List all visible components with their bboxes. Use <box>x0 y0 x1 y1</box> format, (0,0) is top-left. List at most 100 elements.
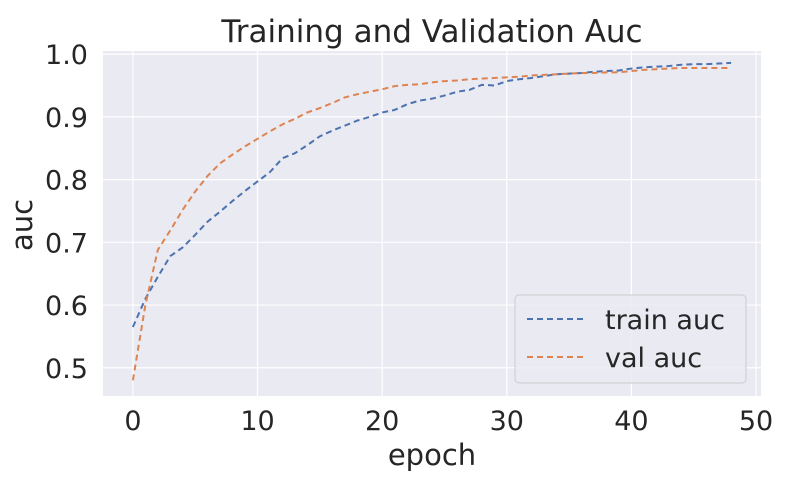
data-point <box>307 112 309 114</box>
data-point <box>631 70 633 72</box>
data-point <box>269 171 271 173</box>
data-point <box>506 77 508 79</box>
data-point <box>219 211 221 213</box>
data-point <box>157 249 159 251</box>
y-tick-label: 0.9 <box>45 103 88 134</box>
data-point <box>356 120 358 122</box>
y-tick-label: 0.5 <box>45 354 88 385</box>
data-point <box>369 116 371 118</box>
data-point <box>718 63 720 65</box>
x-axis: 0 10 20 30 40 50 <box>124 406 773 437</box>
data-point <box>257 181 259 183</box>
x-tick-label: 0 <box>124 406 141 437</box>
data-point <box>444 80 446 82</box>
legend: train auc val auc <box>514 294 747 384</box>
data-point <box>456 91 458 93</box>
data-point <box>132 326 134 328</box>
data-point <box>381 88 383 90</box>
data-point <box>244 190 246 192</box>
data-point <box>456 80 458 82</box>
x-tick-label: 40 <box>614 406 648 437</box>
data-point <box>145 304 147 306</box>
data-point <box>618 70 620 72</box>
data-point <box>494 77 496 79</box>
data-point <box>406 84 408 86</box>
data-point <box>194 191 196 193</box>
data-point <box>656 68 658 70</box>
data-point <box>182 209 184 211</box>
data-point <box>294 118 296 120</box>
data-point <box>444 95 446 97</box>
data-point <box>531 75 533 77</box>
y-tick-label: 0.6 <box>45 291 88 322</box>
data-point <box>356 93 358 95</box>
data-point <box>506 80 508 82</box>
data-point <box>282 124 284 126</box>
data-point <box>730 62 732 64</box>
data-point <box>481 84 483 86</box>
x-tick-label: 20 <box>365 406 399 437</box>
data-point <box>581 72 583 74</box>
data-point <box>219 162 221 164</box>
data-point <box>718 67 720 69</box>
y-axis: 0.5 0.6 0.7 0.8 0.9 1.0 <box>45 40 88 385</box>
legend-label-train-auc: train auc <box>605 305 725 336</box>
data-point <box>469 89 471 91</box>
legend-label-val-auc: val auc <box>605 343 702 374</box>
data-point <box>606 72 608 74</box>
data-point <box>593 72 595 74</box>
data-point <box>643 67 645 69</box>
data-point <box>693 63 695 65</box>
data-point <box>394 85 396 87</box>
data-point <box>294 152 296 154</box>
data-point <box>481 78 483 80</box>
x-tick-label: 30 <box>490 406 524 437</box>
data-point <box>618 72 620 74</box>
data-point <box>319 107 321 109</box>
data-point <box>631 68 633 70</box>
data-point <box>680 67 682 69</box>
data-point <box>531 77 533 79</box>
data-point <box>269 130 271 132</box>
x-tick-label: 50 <box>739 406 773 437</box>
data-point <box>244 146 246 148</box>
data-point <box>344 125 346 127</box>
data-point <box>182 247 184 249</box>
data-point <box>419 83 421 85</box>
data-point <box>307 144 309 146</box>
data-point <box>730 67 732 69</box>
data-point <box>132 380 134 382</box>
data-point <box>169 255 171 257</box>
data-point <box>282 157 284 159</box>
data-point <box>169 230 171 232</box>
data-point <box>157 276 159 278</box>
data-point <box>469 78 471 80</box>
data-point <box>207 221 209 223</box>
data-point <box>494 85 496 87</box>
data-point <box>643 69 645 71</box>
legend-box <box>514 294 747 384</box>
data-point <box>419 100 421 102</box>
data-point <box>556 73 558 75</box>
data-point <box>568 73 570 75</box>
data-point <box>668 68 670 70</box>
data-point <box>680 64 682 66</box>
data-point <box>232 200 234 202</box>
data-point <box>406 104 408 106</box>
data-point <box>369 91 371 93</box>
y-tick-label: 0.8 <box>45 166 88 197</box>
y-tick-label: 1.0 <box>45 40 88 71</box>
data-point <box>207 175 209 177</box>
data-point <box>332 102 334 104</box>
data-point <box>232 154 234 156</box>
data-point <box>518 78 520 80</box>
data-point <box>319 136 321 138</box>
x-axis-label: epoch <box>388 438 476 472</box>
data-point <box>394 109 396 111</box>
data-point <box>431 98 433 100</box>
series-layer <box>131 61 732 382</box>
data-point <box>656 66 658 68</box>
data-point <box>543 74 545 76</box>
series-line-val-auc <box>131 66 732 381</box>
x-tick-label: 10 <box>240 406 274 437</box>
